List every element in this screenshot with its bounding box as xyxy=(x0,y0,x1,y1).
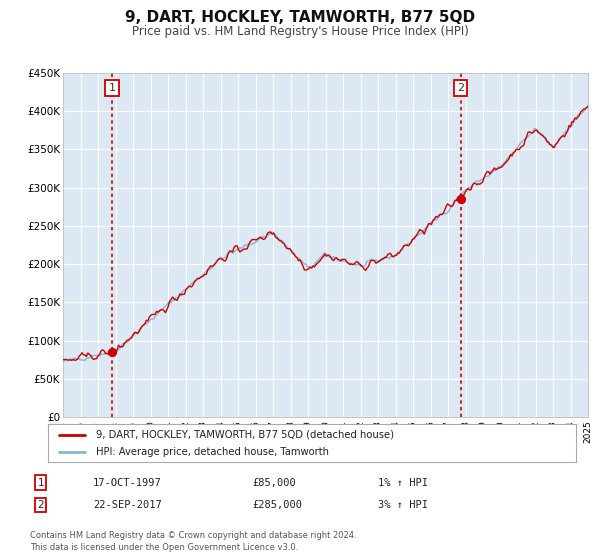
Text: 2: 2 xyxy=(457,83,464,94)
Text: 3% ↑ HPI: 3% ↑ HPI xyxy=(378,500,428,510)
Text: £285,000: £285,000 xyxy=(252,500,302,510)
Text: 1% ↑ HPI: 1% ↑ HPI xyxy=(378,478,428,488)
Point xyxy=(456,195,466,204)
Text: 9, DART, HOCKLEY, TAMWORTH, B77 5QD: 9, DART, HOCKLEY, TAMWORTH, B77 5QD xyxy=(125,10,475,25)
Text: Contains HM Land Registry data © Crown copyright and database right 2024.: Contains HM Land Registry data © Crown c… xyxy=(30,531,356,540)
Text: This data is licensed under the Open Government Licence v3.0.: This data is licensed under the Open Gov… xyxy=(30,543,298,552)
Text: 22-SEP-2017: 22-SEP-2017 xyxy=(93,500,162,510)
Text: 2: 2 xyxy=(37,500,44,510)
Text: Price paid vs. HM Land Registry's House Price Index (HPI): Price paid vs. HM Land Registry's House … xyxy=(131,25,469,38)
Text: 9, DART, HOCKLEY, TAMWORTH, B77 5QD (detached house): 9, DART, HOCKLEY, TAMWORTH, B77 5QD (det… xyxy=(95,430,394,440)
Text: 1: 1 xyxy=(37,478,44,488)
Text: 17-OCT-1997: 17-OCT-1997 xyxy=(93,478,162,488)
Text: HPI: Average price, detached house, Tamworth: HPI: Average price, detached house, Tamw… xyxy=(95,447,329,458)
Text: £85,000: £85,000 xyxy=(252,478,296,488)
Point xyxy=(107,348,117,357)
Text: 1: 1 xyxy=(109,83,115,94)
